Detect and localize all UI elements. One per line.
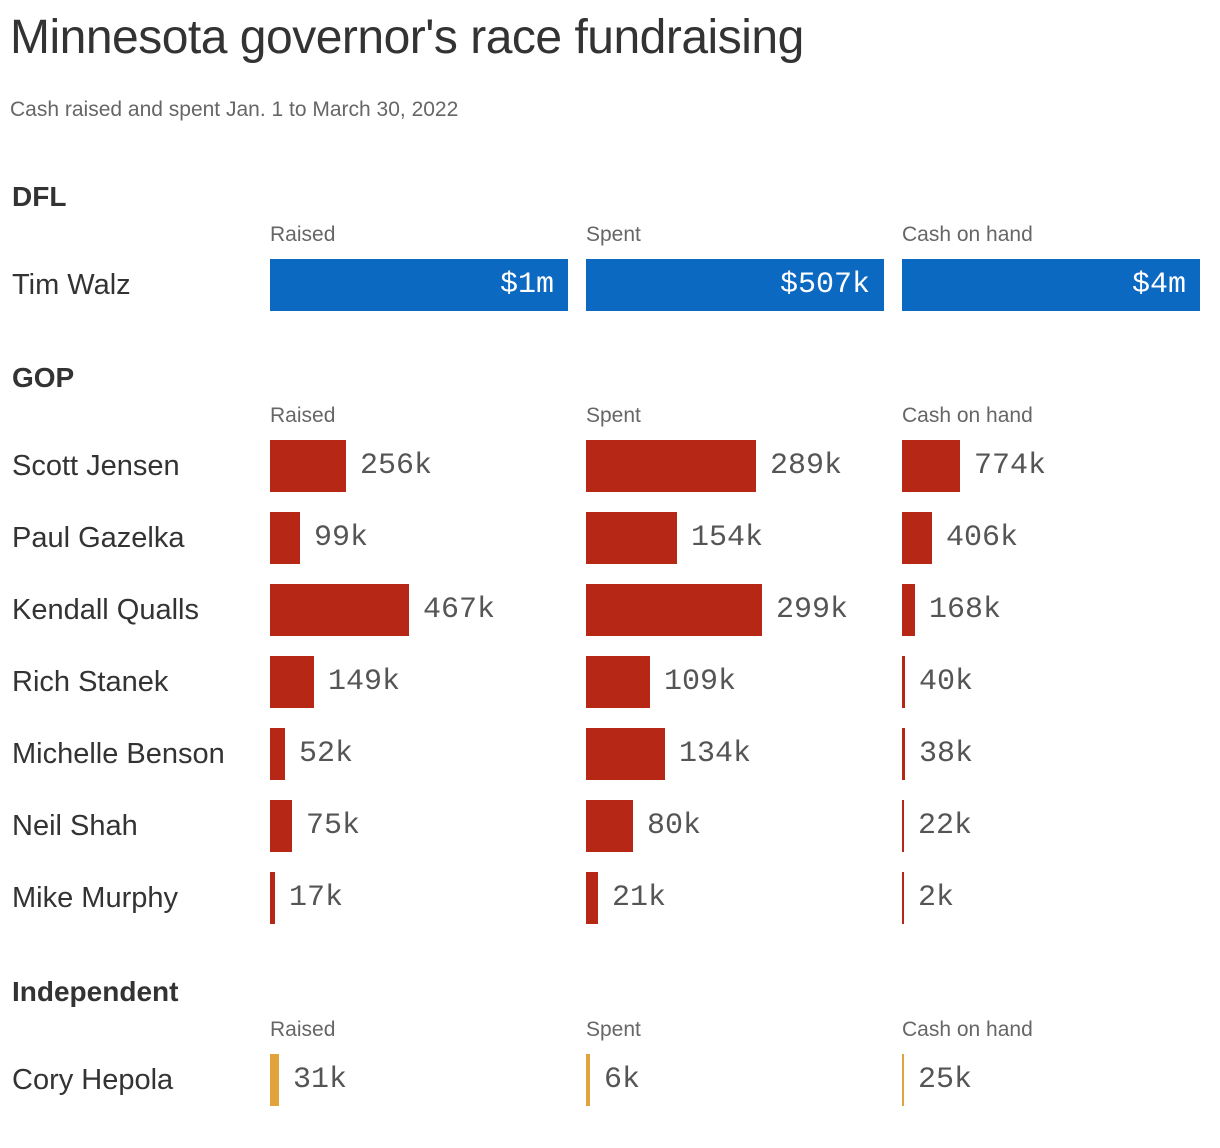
bar-spent	[586, 800, 633, 852]
value-label-spent: 6k	[604, 1063, 641, 1097]
bar-spent	[586, 872, 598, 924]
chart-subtitle: Cash raised and spent Jan. 1 to March 30…	[10, 98, 459, 121]
candidate-name: Kendall Qualls	[12, 594, 199, 626]
value-label-cash: 25k	[918, 1063, 973, 1097]
value-label-cash: 38k	[919, 737, 974, 771]
value-label-cash: 40k	[919, 665, 974, 699]
value-label-spent: 154k	[691, 521, 764, 555]
bar-raised	[270, 1054, 279, 1106]
value-label-raised: $1m	[499, 268, 554, 302]
value-label-cash: 2k	[918, 881, 955, 915]
bar-cash	[902, 656, 905, 708]
value-label-spent: 80k	[647, 809, 702, 843]
bar-spent	[586, 728, 665, 780]
bar-cash	[902, 584, 915, 636]
bar-spent	[586, 440, 756, 492]
column-header-spent: Spent	[586, 223, 641, 246]
bar-spent	[586, 259, 884, 311]
bar-cash	[902, 259, 1200, 311]
bar-raised	[270, 584, 409, 636]
candidate-name: Paul Gazelka	[12, 522, 185, 554]
candidate-name: Michelle Benson	[12, 738, 225, 770]
value-label-spent: 299k	[776, 593, 849, 627]
candidate-name: Scott Jensen	[12, 450, 180, 482]
candidate-name: Neil Shah	[12, 810, 138, 842]
value-label-cash: 406k	[946, 521, 1019, 555]
bar-cash	[902, 800, 904, 852]
value-label-cash: 774k	[974, 449, 1047, 483]
value-label-raised: 467k	[423, 593, 496, 627]
chart-title: Minnesota governor's race fundraising	[10, 11, 804, 64]
candidate-name: Rich Stanek	[12, 666, 169, 698]
bar-cash	[902, 440, 960, 492]
candidate-name: Tim Walz	[12, 269, 131, 301]
bar-spent	[586, 512, 677, 564]
bar-cash	[902, 728, 905, 780]
bar-spent	[586, 584, 762, 636]
value-label-cash: 22k	[918, 809, 973, 843]
bar-raised	[270, 440, 346, 492]
column-header-cash-on-hand: Cash on hand	[902, 404, 1033, 427]
bar-spent	[586, 1054, 590, 1106]
column-header-raised: Raised	[270, 223, 336, 246]
group-label-dfl: DFL	[12, 181, 67, 212]
column-header-spent: Spent	[586, 1018, 641, 1041]
value-label-spent: $507k	[779, 268, 870, 302]
value-label-raised: 17k	[289, 881, 344, 915]
value-label-cash: $4m	[1131, 268, 1186, 302]
value-label-spent: 289k	[770, 449, 843, 483]
value-label-raised: 256k	[360, 449, 433, 483]
bar-raised	[270, 800, 292, 852]
bar-raised	[270, 872, 275, 924]
bar-cash	[902, 872, 904, 924]
value-label-raised: 31k	[293, 1063, 348, 1097]
bar-raised	[270, 512, 300, 564]
group-label-gop: GOP	[12, 362, 75, 393]
column-header-raised: Raised	[270, 404, 336, 427]
value-label-spent: 134k	[679, 737, 752, 771]
column-header-spent: Spent	[586, 404, 641, 427]
candidate-name: Mike Murphy	[12, 882, 178, 914]
bar-cash	[902, 512, 932, 564]
bar-cash	[902, 1054, 904, 1106]
bar-raised	[270, 656, 314, 708]
bar-spent	[586, 656, 650, 708]
value-label-raised: 99k	[314, 521, 369, 555]
value-label-raised: 52k	[299, 737, 354, 771]
candidate-name: Cory Hepola	[12, 1064, 174, 1096]
value-label-spent: 109k	[664, 665, 737, 699]
bar-raised	[270, 728, 285, 780]
value-label-cash: 168k	[929, 593, 1002, 627]
bar-raised	[270, 259, 568, 311]
column-header-raised: Raised	[270, 1018, 336, 1041]
value-label-raised: 75k	[306, 809, 361, 843]
value-label-spent: 21k	[612, 881, 667, 915]
column-header-cash-on-hand: Cash on hand	[902, 1018, 1033, 1041]
value-label-raised: 149k	[328, 665, 401, 699]
group-label-independent: Independent	[12, 976, 179, 1007]
column-header-cash-on-hand: Cash on hand	[902, 223, 1033, 246]
